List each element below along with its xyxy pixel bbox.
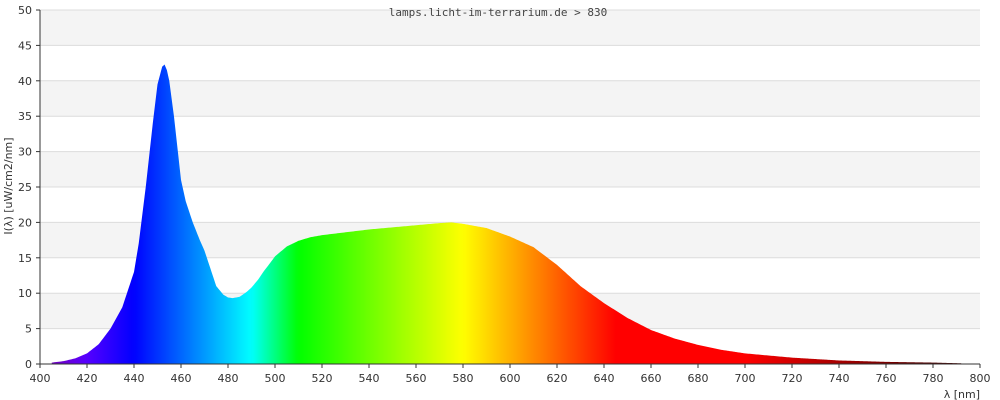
x-tick-label: 480	[218, 372, 239, 385]
y-tick-label: 15	[18, 252, 32, 265]
y-tick-label: 20	[18, 216, 32, 229]
x-tick-label: 400	[30, 372, 51, 385]
spectrum-area-path	[51, 64, 962, 365]
grid-band	[40, 187, 980, 223]
y-tick-label: 30	[18, 146, 32, 159]
grid-band	[40, 80, 980, 117]
grid-band	[40, 45, 980, 81]
x-tick-label: 760	[876, 372, 897, 385]
y-tick-label: 50	[18, 4, 32, 17]
x-tick-label: 680	[688, 372, 709, 385]
y-tick-label: 45	[18, 39, 32, 52]
x-tick-label: 520	[312, 372, 333, 385]
grid-band	[40, 116, 980, 152]
y-tick-label: 5	[25, 323, 32, 336]
x-tick-label: 420	[77, 372, 98, 385]
grid-band	[40, 151, 980, 187]
y-tick-label: 25	[18, 181, 32, 194]
x-tick-label: 720	[782, 372, 803, 385]
x-tick-label: 600	[500, 372, 521, 385]
x-tick-label: 540	[359, 372, 380, 385]
x-tick-labels: 400 420 440 460 480 500 520 540 560 580 600 620 640 6…	[30, 364, 991, 385]
x-tick-label: 800	[970, 372, 991, 385]
x-tick-label: 640	[594, 372, 615, 385]
grid-band	[40, 10, 980, 46]
y-tick-label: 35	[18, 110, 32, 123]
x-tick-label: 580	[453, 372, 474, 385]
y-tick-label: 10	[18, 287, 32, 300]
grid-bands	[40, 10, 980, 364]
x-axis-title: λ [nm]	[944, 388, 980, 400]
x-tick-label: 740	[829, 372, 850, 385]
y-tick-label: 0	[25, 358, 32, 371]
x-tick-label: 780	[923, 372, 944, 385]
y-tick-label: 40	[18, 75, 32, 88]
x-tick-label: 700	[735, 372, 756, 385]
x-tick-label: 560	[406, 372, 427, 385]
x-tick-label: 460	[171, 372, 192, 385]
y-tick-labels: 0 5 10 15 20 25 30 35 40 45 50	[18, 4, 40, 371]
y-axis-title: I(λ) [uW/cm2/nm]	[2, 137, 15, 234]
spectrum-area	[51, 64, 962, 365]
x-tick-label: 440	[124, 372, 145, 385]
x-tick-label: 500	[265, 372, 286, 385]
x-tick-label: 660	[641, 372, 662, 385]
x-tick-label: 620	[547, 372, 568, 385]
chart-title: lamps.licht-im-terrarium.de > 830	[389, 6, 608, 19]
